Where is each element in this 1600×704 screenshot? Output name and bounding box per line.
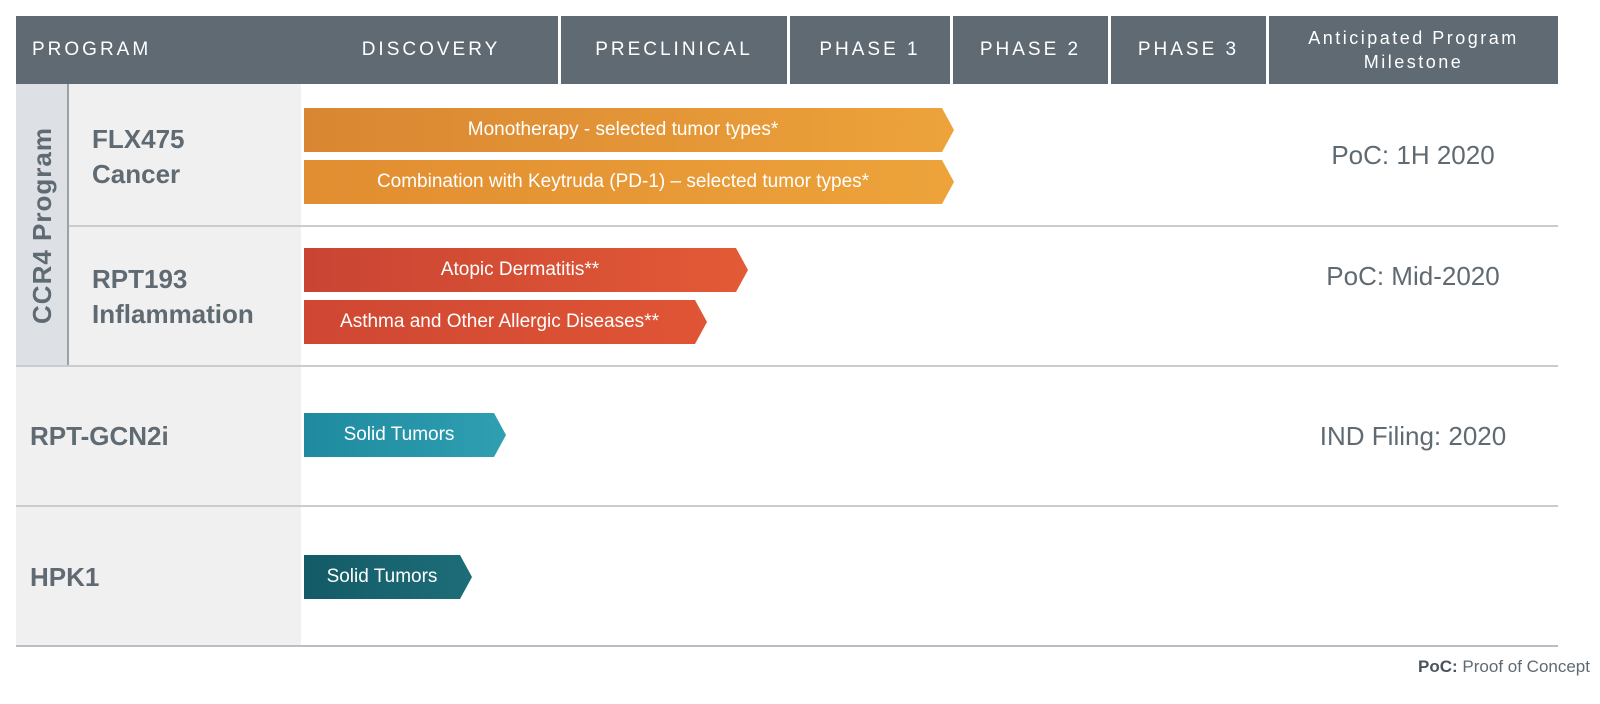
milestone-flx475: PoC: 1H 2020 [1331,140,1495,170]
header-phase1-label: PHASE 1 [819,39,921,60]
header-preclinical: PRECLINICAL [561,16,787,84]
header-phase1: PHASE 1 [790,16,950,84]
footnote: PoC: Proof of Concept [1418,657,1590,677]
header-discovery: DISCOVERY [304,16,558,84]
phase-bar: Solid Tumors [304,555,472,599]
row-separator [69,225,1558,227]
header-program-label: PROGRAM [32,39,152,60]
header-phase2-label: PHASE 2 [979,39,1082,60]
phase-bar: Monotherapy - selected tumor types* [304,108,954,152]
program-name-rpt193: RPT193 Inflammation [92,262,254,332]
header-preclinical-label: PRECLINICAL [595,39,753,60]
table-bottom-border [16,645,1558,647]
header-discovery-label: DISCOVERY [361,39,501,60]
program-name-line1: FLX475 [92,124,185,154]
program-name-rpt-gcn2i: RPT-GCN2i [30,421,169,451]
program-name-line1: RPT193 [92,264,188,294]
group-label-text: CCR4 Program [26,126,57,324]
phase-bar-label: Solid Tumors [326,566,438,587]
phase-bar: Atopic Dermatitis** [304,248,748,292]
phase-bar-label: Asthma and Other Allergic Diseases** [340,311,659,332]
program-name-line2: Inflammation [92,299,254,329]
row-separator [16,505,1558,507]
phase-bar-label: Atopic Dermatitis** [440,259,600,280]
group-panel [16,84,69,366]
phase-bar-label: Combination with Keytruda (PD-1) – selec… [376,171,870,192]
milestone-rpt193: PoC: Mid-2020 [1326,261,1500,291]
header-program: PROGRAM [16,16,317,84]
program-name-flx475: FLX475 Cancer [92,122,185,192]
phase-bar-label: Monotherapy - selected tumor types* [467,119,779,140]
footnote-abbrev: PoC: [1418,657,1458,676]
header-milestone: Anticipated Program Milestone [1269,16,1558,84]
program-name-line2: Cancer [92,159,181,189]
program-name-hpk1: HPK1 [30,562,100,592]
header-phase2: PHASE 2 [953,16,1108,84]
row-separator [16,365,1558,367]
milestone-rpt-gcn2i: IND Filing: 2020 [1319,421,1507,451]
phase-bar: Combination with Keytruda (PD-1) – selec… [304,160,954,204]
header-milestone-line2: Milestone [1363,52,1464,72]
phase-bar: Asthma and Other Allergic Diseases** [304,300,707,344]
phase-bar: Solid Tumors [304,413,506,457]
group-label: CCR4 Program [16,84,68,366]
phase-bar-label: Solid Tumors [343,424,455,445]
header-milestone-line1: Anticipated Program [1308,28,1519,48]
footnote-text: Proof of Concept [1457,657,1590,676]
header-phase3-label: PHASE 3 [1137,39,1240,60]
header-phase3: PHASE 3 [1111,16,1266,84]
